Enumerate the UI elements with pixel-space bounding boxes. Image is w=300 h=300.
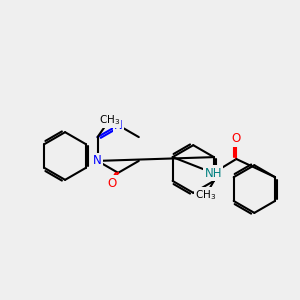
Text: CH$_3$: CH$_3$ [195,188,216,202]
Text: O: O [107,176,117,190]
Text: O: O [232,133,241,146]
Text: N: N [93,154,102,167]
Text: N: N [114,119,122,132]
Text: NH: NH [205,167,222,179]
Text: CH$_3$: CH$_3$ [98,114,120,128]
